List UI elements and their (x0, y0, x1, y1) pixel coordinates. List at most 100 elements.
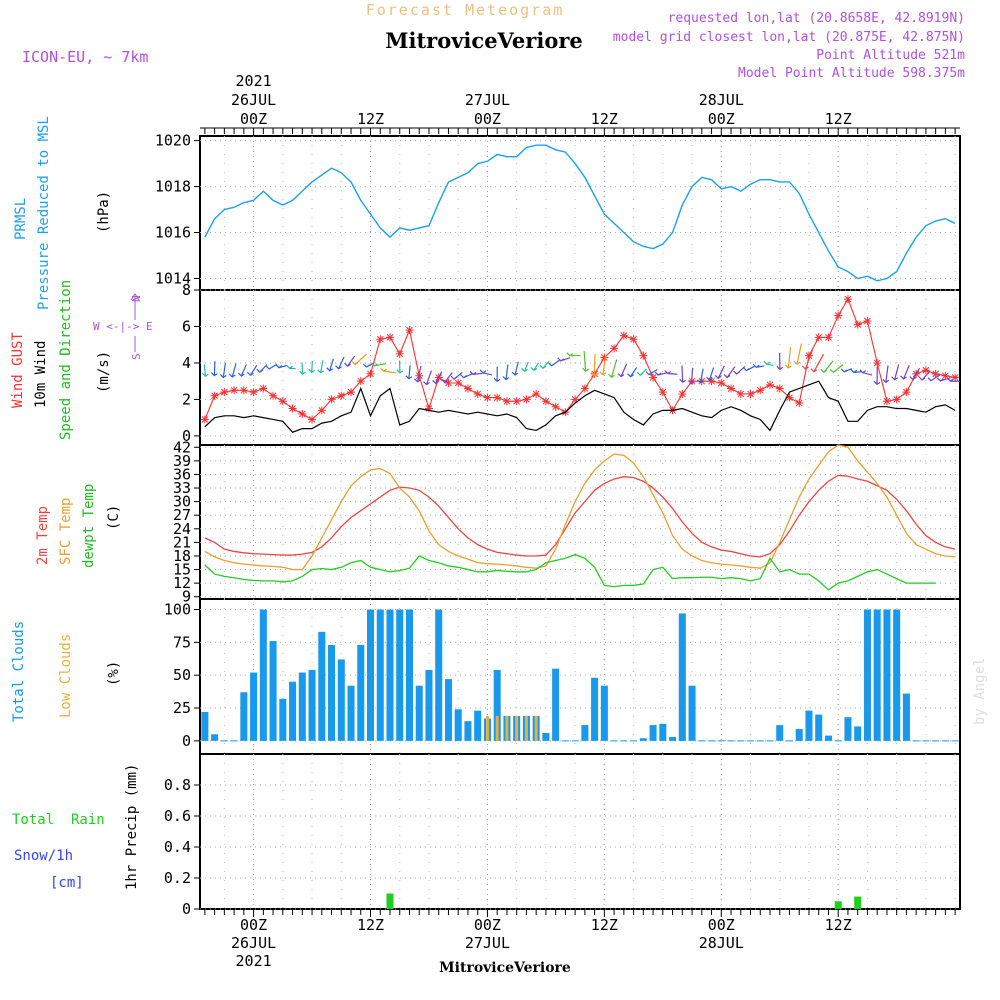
wind-direction-arrow (362, 362, 375, 368)
gust-marker (736, 389, 745, 398)
gust-marker (210, 391, 219, 400)
clouds-unit: (%) (106, 661, 122, 686)
total-clouds-bar (844, 717, 852, 741)
wind-direction-arrow (733, 365, 746, 375)
gust-marker (444, 379, 453, 387)
y-tick-label: 4 (182, 354, 191, 372)
total-clouds-bar (376, 609, 384, 741)
gust-marker (278, 397, 287, 406)
gust-marker (658, 388, 667, 397)
total-clouds-bar (474, 710, 482, 741)
y-tick-label: 50 (173, 666, 191, 684)
y-tick-label: 1018 (155, 178, 191, 196)
total-clouds-bar (493, 669, 501, 741)
total-clouds-bar (386, 609, 394, 741)
wind-direction-arrow (891, 364, 900, 381)
wind-direction-arrow (654, 371, 668, 376)
gust-marker (493, 393, 502, 402)
total-clouds-bar (289, 681, 297, 741)
low-clouds-label: Low Clouds (58, 634, 74, 718)
wind-direction-arrow (548, 359, 560, 367)
point-altitude: Point Altitude 521m (816, 48, 965, 63)
y-tick-label: 15 (173, 561, 191, 579)
total-clouds-bar (688, 685, 696, 741)
wind-direction-arrow (645, 368, 658, 376)
wind-direction-arrow (873, 367, 881, 386)
wind-direction-arrow (909, 367, 921, 381)
total-clouds-bar (863, 609, 871, 741)
low-clouds-bar (495, 715, 499, 741)
gust-marker (717, 379, 726, 387)
total-clouds-bar (659, 723, 667, 741)
data-layer (200, 144, 960, 909)
y-tick-label: 0.4 (164, 838, 191, 856)
gust-marker (395, 349, 404, 358)
wind-direction-arrow (344, 355, 356, 367)
y-tick-label: 1014 (155, 270, 191, 288)
y-tick-label: 0 (182, 427, 191, 445)
y-tick-label: 25 (173, 699, 191, 717)
rain-bar (834, 901, 842, 909)
gust-marker (629, 335, 638, 344)
top-time-label: 12Z (357, 110, 384, 128)
bottom-time-label: 12Z (357, 916, 384, 934)
wind-direction-arrow (308, 360, 316, 374)
gust-marker (571, 395, 580, 404)
gust-marker (610, 344, 619, 353)
gust-marker (541, 397, 550, 406)
gust-marker (386, 333, 394, 342)
panel-frames (199, 135, 961, 910)
gust-marker (941, 371, 950, 380)
footer-name: MitroviceVeriore (439, 960, 571, 976)
wind-direction-arrow (679, 365, 687, 384)
gust-marker (269, 391, 278, 400)
wind-direction-arrow (370, 362, 387, 367)
grid-layer (200, 136, 960, 910)
precip-axis-label: 1hr Precip (mm) (124, 764, 140, 890)
wind-direction-arrow (850, 368, 862, 374)
gust-marker (775, 384, 784, 393)
wind-direction-arrow (697, 368, 704, 384)
wind-direction-arrow (566, 352, 581, 357)
total-clouds-bar (405, 609, 413, 741)
y-tick-label: 75 (173, 633, 191, 651)
y-tick-label: 0 (182, 900, 191, 918)
dewpt-line (204, 553, 936, 591)
total-clouds-bar (269, 641, 277, 741)
precip-panel (199, 753, 961, 910)
gust-marker (317, 406, 326, 415)
watermark: by Angel (972, 658, 988, 725)
y-tick-label: 2 (182, 390, 191, 408)
total-clouds-bar (591, 677, 599, 741)
pressure-label-prmsl: PRMSL (13, 198, 29, 240)
wind-direction-arrow (286, 364, 296, 370)
total-clouds-bar (347, 685, 355, 741)
top-time-label: 00Z (708, 110, 735, 128)
y-tick-label: 33 (173, 479, 191, 497)
gust-marker (532, 389, 541, 398)
snow-unit-label: [cm] (50, 875, 84, 891)
gust-line (204, 297, 956, 421)
gust-marker (288, 404, 297, 413)
total-clouds-bar (240, 692, 248, 741)
wind-direction-arrow (688, 367, 695, 385)
low-clouds-bar (534, 715, 538, 741)
top-time-label: 27JUL (465, 91, 510, 109)
gust-marker (347, 388, 356, 397)
gust-marker (366, 369, 375, 378)
wind-direction-arrow (201, 364, 209, 377)
y-tick-label: 9 (182, 588, 191, 606)
pressure-label-msl: Pressure Reduced to MSL (36, 116, 52, 310)
rain-bar (386, 893, 394, 909)
gust-marker (454, 379, 463, 387)
gust-marker (463, 384, 472, 393)
total-clouds-bar (298, 672, 306, 741)
bottom-time-label: 28JUL (699, 934, 744, 952)
total-clouds-bar (308, 669, 316, 741)
bottom-time-label: 00Z (240, 916, 267, 934)
wind-direction-arrow (582, 351, 589, 372)
bottom-time-label: 26JUL (231, 934, 276, 952)
wind-direction-arrow (210, 361, 218, 377)
total-clouds-bar (815, 714, 823, 741)
wind-direction-arrow (502, 364, 510, 381)
